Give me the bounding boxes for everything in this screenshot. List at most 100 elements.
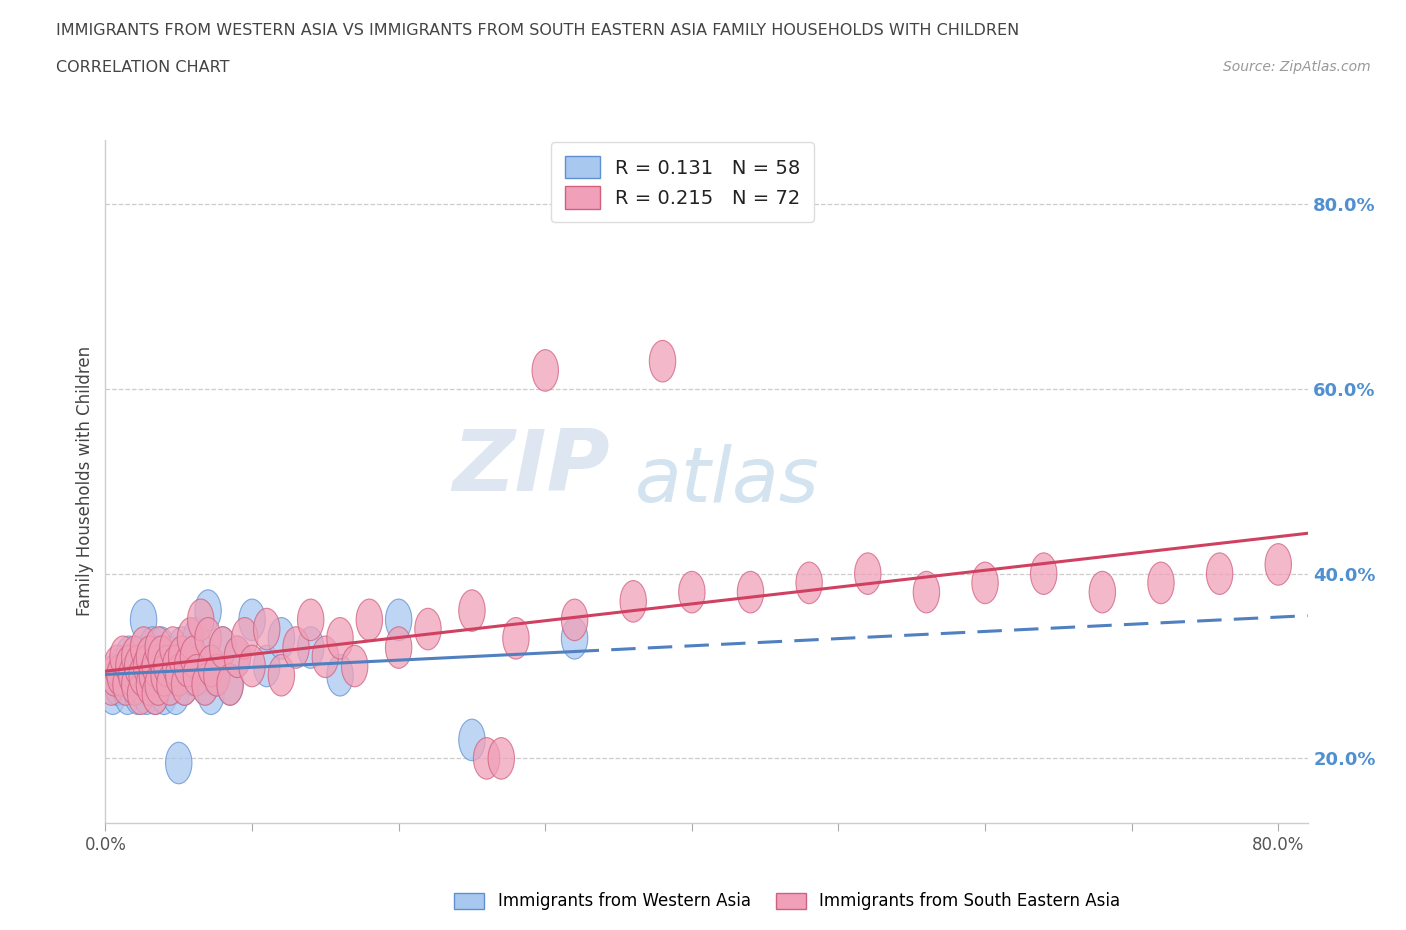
- Ellipse shape: [474, 737, 499, 779]
- Ellipse shape: [217, 664, 243, 705]
- Ellipse shape: [139, 655, 166, 696]
- Ellipse shape: [107, 655, 134, 696]
- Ellipse shape: [183, 655, 209, 696]
- Ellipse shape: [136, 636, 163, 678]
- Ellipse shape: [148, 627, 174, 669]
- Ellipse shape: [148, 636, 174, 678]
- Ellipse shape: [239, 645, 266, 686]
- Ellipse shape: [342, 645, 368, 686]
- Ellipse shape: [326, 655, 353, 696]
- Ellipse shape: [110, 636, 136, 678]
- Ellipse shape: [224, 636, 250, 678]
- Ellipse shape: [134, 673, 160, 714]
- Ellipse shape: [160, 627, 186, 669]
- Text: atlas: atlas: [634, 445, 818, 518]
- Ellipse shape: [118, 655, 145, 696]
- Ellipse shape: [187, 599, 214, 641]
- Ellipse shape: [159, 664, 184, 705]
- Ellipse shape: [193, 664, 218, 705]
- Legend: R = 0.131   N = 58, R = 0.215   N = 72: R = 0.131 N = 58, R = 0.215 N = 72: [551, 142, 814, 222]
- Ellipse shape: [224, 636, 250, 678]
- Ellipse shape: [129, 645, 155, 686]
- Ellipse shape: [187, 645, 214, 686]
- Ellipse shape: [166, 655, 193, 696]
- Ellipse shape: [145, 664, 172, 705]
- Ellipse shape: [100, 673, 127, 714]
- Ellipse shape: [209, 627, 236, 669]
- Ellipse shape: [145, 627, 172, 669]
- Ellipse shape: [153, 655, 180, 696]
- Ellipse shape: [142, 645, 169, 686]
- Ellipse shape: [298, 627, 323, 669]
- Ellipse shape: [131, 627, 156, 669]
- Ellipse shape: [169, 627, 195, 669]
- Ellipse shape: [125, 655, 150, 696]
- Text: Source: ZipAtlas.com: Source: ZipAtlas.com: [1223, 60, 1371, 74]
- Ellipse shape: [101, 655, 128, 696]
- Ellipse shape: [125, 673, 150, 714]
- Ellipse shape: [131, 599, 156, 641]
- Ellipse shape: [128, 673, 153, 714]
- Ellipse shape: [134, 655, 160, 696]
- Ellipse shape: [142, 673, 169, 714]
- Ellipse shape: [150, 655, 177, 696]
- Ellipse shape: [177, 618, 204, 659]
- Ellipse shape: [125, 645, 150, 686]
- Ellipse shape: [204, 655, 231, 696]
- Ellipse shape: [1090, 571, 1115, 613]
- Ellipse shape: [136, 664, 163, 705]
- Ellipse shape: [121, 664, 148, 705]
- Ellipse shape: [650, 340, 676, 382]
- Ellipse shape: [121, 645, 148, 686]
- Ellipse shape: [163, 673, 188, 714]
- Ellipse shape: [195, 618, 221, 659]
- Text: ZIP: ZIP: [453, 426, 610, 509]
- Ellipse shape: [283, 627, 309, 669]
- Ellipse shape: [209, 627, 236, 669]
- Ellipse shape: [174, 645, 201, 686]
- Ellipse shape: [129, 664, 155, 705]
- Ellipse shape: [150, 645, 177, 686]
- Ellipse shape: [298, 599, 323, 641]
- Ellipse shape: [121, 636, 148, 678]
- Ellipse shape: [172, 664, 198, 705]
- Ellipse shape: [110, 645, 136, 686]
- Ellipse shape: [1031, 552, 1057, 594]
- Ellipse shape: [174, 636, 201, 678]
- Ellipse shape: [145, 664, 172, 705]
- Ellipse shape: [166, 742, 193, 784]
- Ellipse shape: [150, 673, 177, 714]
- Ellipse shape: [107, 655, 134, 696]
- Ellipse shape: [180, 655, 207, 696]
- Ellipse shape: [198, 645, 224, 686]
- Ellipse shape: [111, 664, 138, 705]
- Ellipse shape: [139, 627, 166, 669]
- Ellipse shape: [737, 571, 763, 613]
- Ellipse shape: [679, 571, 704, 613]
- Ellipse shape: [914, 571, 939, 613]
- Legend: Immigrants from Western Asia, Immigrants from South Eastern Asia: Immigrants from Western Asia, Immigrants…: [447, 885, 1128, 917]
- Ellipse shape: [503, 618, 529, 659]
- Ellipse shape: [193, 664, 218, 705]
- Text: CORRELATION CHART: CORRELATION CHART: [56, 60, 229, 75]
- Ellipse shape: [136, 664, 163, 705]
- Ellipse shape: [488, 737, 515, 779]
- Ellipse shape: [121, 664, 148, 705]
- Ellipse shape: [217, 664, 243, 705]
- Ellipse shape: [98, 664, 125, 705]
- Ellipse shape: [269, 655, 295, 696]
- Ellipse shape: [180, 636, 207, 678]
- Ellipse shape: [115, 645, 142, 686]
- Ellipse shape: [458, 719, 485, 761]
- Ellipse shape: [142, 645, 169, 686]
- Ellipse shape: [202, 655, 229, 696]
- Ellipse shape: [415, 608, 441, 650]
- Ellipse shape: [253, 645, 280, 686]
- Ellipse shape: [160, 645, 186, 686]
- Ellipse shape: [148, 655, 174, 696]
- Ellipse shape: [136, 645, 163, 686]
- Ellipse shape: [163, 645, 188, 686]
- Ellipse shape: [156, 664, 183, 705]
- Ellipse shape: [385, 599, 412, 641]
- Ellipse shape: [115, 636, 142, 678]
